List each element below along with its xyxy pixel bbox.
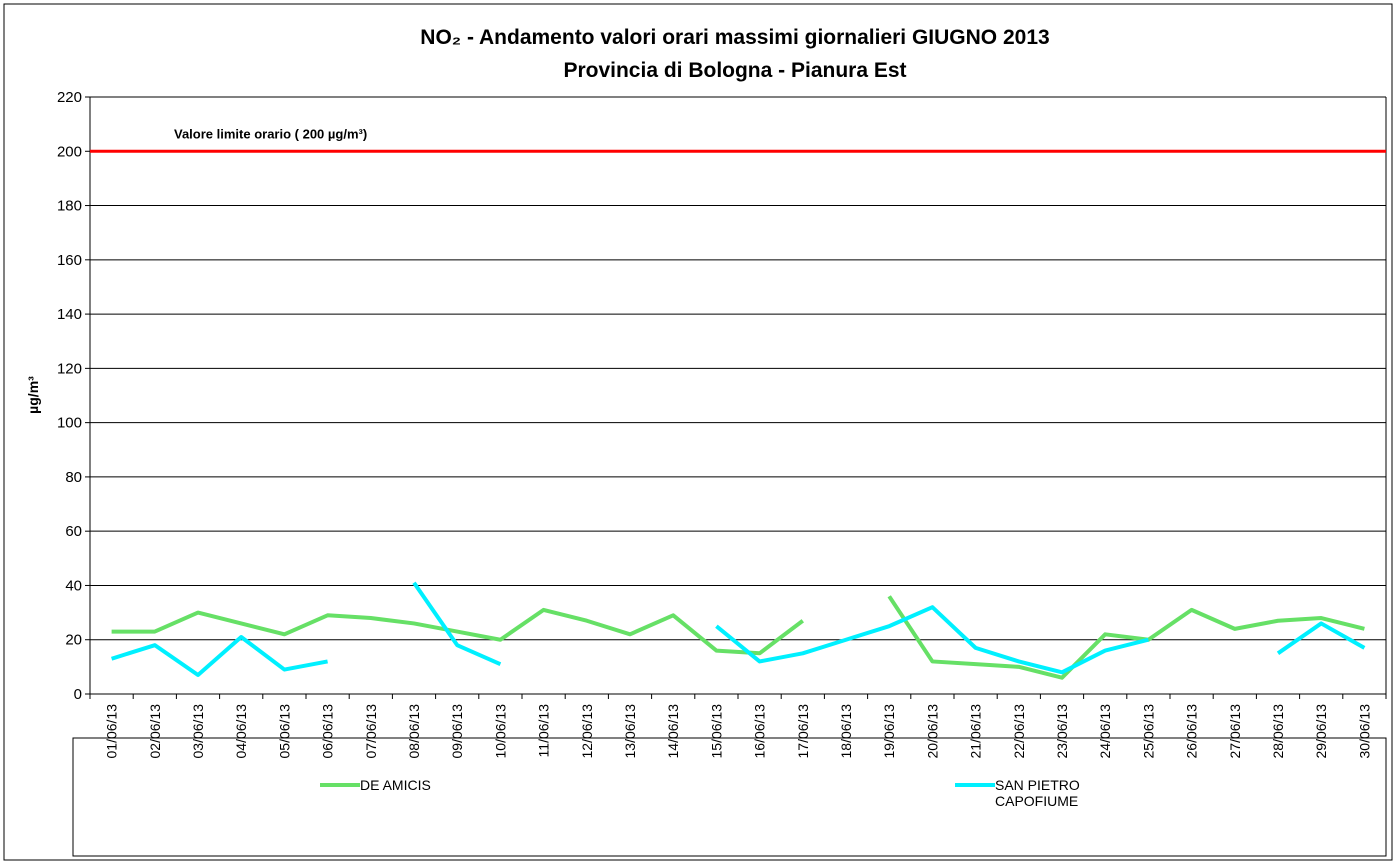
x-tick-label: 25/06/13 (1140, 704, 1156, 759)
y-tick-label: 40 (65, 577, 82, 594)
y-tick-label: 180 (57, 198, 82, 215)
y-tick-label: 20 (65, 632, 82, 649)
x-tick-label: 06/06/13 (320, 704, 336, 759)
x-tick-label: 11/06/13 (536, 704, 552, 758)
x-tick-label: 05/06/13 (276, 704, 292, 759)
y-tick-label: 100 (57, 415, 82, 432)
limit-label: Valore limite orario ( 200 µg/m³) (174, 126, 367, 141)
chart-subtitle: Provincia di Bologna - Pianura Est (563, 59, 906, 82)
x-tick-label: 21/06/13 (968, 704, 984, 759)
x-tick-label: 09/06/13 (449, 704, 465, 759)
chart-frame (3, 3, 1393, 861)
x-tick-label: 14/06/13 (665, 704, 681, 759)
x-tick-label: 23/06/13 (1054, 704, 1070, 759)
y-axis-label: µg/m³ (25, 376, 41, 414)
y-tick-label: 0 (74, 686, 82, 703)
x-tick-label: 28/06/13 (1270, 704, 1286, 759)
y-tick-label: 220 (57, 89, 82, 106)
y-tick-label: 60 (65, 523, 82, 540)
x-tick-label: 19/06/13 (881, 704, 897, 759)
x-tick-label: 18/06/13 (838, 704, 854, 759)
x-tick-label: 12/06/13 (579, 704, 595, 759)
legend-label: DE AMICIS (360, 777, 431, 793)
y-tick-label: 160 (57, 252, 82, 269)
x-tick-label: 13/06/13 (622, 704, 638, 759)
x-tick-label: 15/06/13 (708, 704, 724, 759)
y-tick-label: 80 (65, 469, 82, 486)
x-tick-label: 07/06/13 (363, 704, 379, 759)
x-tick-label: 22/06/13 (1011, 704, 1027, 759)
legend-label: SAN PIETRO CAPOFIUME (995, 777, 1080, 809)
y-tick-label: 200 (57, 143, 82, 160)
x-tick-label: 17/06/13 (795, 704, 811, 759)
chart-title: NO₂ - Andamento valori orari massimi gio… (420, 26, 1049, 49)
x-tick-label: 24/06/13 (1097, 704, 1113, 759)
x-tick-label: 30/06/13 (1356, 704, 1372, 759)
series-line (111, 581, 1366, 678)
series-line (111, 595, 1365, 680)
x-tick-label: 20/06/13 (924, 704, 940, 759)
x-tick-label: 02/06/13 (147, 704, 163, 759)
x-tick-label: 27/06/13 (1227, 704, 1243, 759)
y-tick-label: 140 (57, 306, 82, 323)
x-tick-label: 29/06/13 (1313, 704, 1329, 759)
x-tick-label: 04/06/13 (233, 704, 249, 759)
x-tick-label: 10/06/13 (492, 704, 508, 759)
y-tick-label: 120 (57, 360, 82, 377)
x-tick-label: 26/06/13 (1184, 704, 1200, 759)
x-tick-label: 16/06/13 (752, 704, 768, 759)
x-tick-label: 01/06/13 (104, 704, 120, 759)
x-tick-label: 03/06/13 (190, 704, 206, 759)
x-tick-label: 08/06/13 (406, 704, 422, 759)
legend-box (72, 737, 1387, 857)
